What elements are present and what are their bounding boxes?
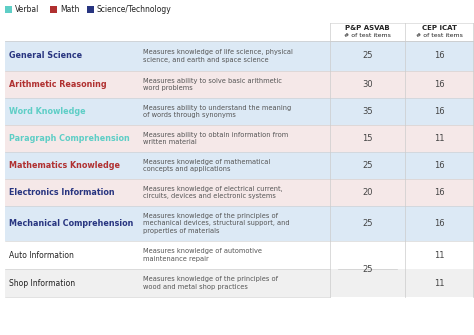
Text: # of test items: # of test items [416, 33, 463, 38]
Text: 35: 35 [362, 107, 373, 116]
Text: 30: 30 [362, 80, 373, 89]
Text: Word Knowledge: Word Knowledge [9, 107, 86, 116]
Text: Measures knowledge of mathematical
concepts and applications: Measures knowledge of mathematical conce… [143, 159, 270, 173]
Text: 15: 15 [362, 134, 373, 143]
FancyBboxPatch shape [50, 5, 57, 12]
Text: Measures ability to solve basic arithmetic
word problems: Measures ability to solve basic arithmet… [143, 78, 282, 91]
Text: Measures knowledge of electrical current,
circuits, devices and electronic syste: Measures knowledge of electrical current… [143, 186, 283, 199]
Text: 11: 11 [434, 251, 445, 260]
Text: 20: 20 [362, 188, 373, 197]
Text: 16: 16 [434, 80, 445, 89]
Text: 11: 11 [434, 134, 445, 143]
Text: 16: 16 [434, 52, 445, 61]
FancyBboxPatch shape [5, 125, 474, 152]
Text: Mechanical Comprehension: Mechanical Comprehension [9, 219, 133, 228]
Text: Measures knowledge of automotive
maintenance repair: Measures knowledge of automotive mainten… [143, 248, 262, 262]
Text: Math: Math [60, 4, 80, 13]
Text: 16: 16 [434, 188, 445, 197]
Text: # of test items: # of test items [344, 33, 391, 38]
FancyBboxPatch shape [5, 152, 474, 179]
Text: Electronics Information: Electronics Information [9, 188, 115, 197]
Text: Auto Information: Auto Information [9, 251, 74, 260]
Text: 25: 25 [362, 265, 373, 273]
Text: 25: 25 [362, 52, 373, 61]
FancyBboxPatch shape [5, 98, 474, 125]
Text: Shop Information: Shop Information [9, 278, 75, 287]
Text: Paragraph Comprehension: Paragraph Comprehension [9, 134, 130, 143]
FancyBboxPatch shape [5, 241, 474, 269]
Text: 16: 16 [434, 107, 445, 116]
Text: Mathematics Knowledge: Mathematics Knowledge [9, 161, 120, 170]
Text: P&P ASVAB: P&P ASVAB [345, 25, 390, 31]
FancyBboxPatch shape [5, 206, 474, 241]
Text: 11: 11 [434, 278, 445, 287]
Text: Measures ability to understand the meaning
of words through synonyms: Measures ability to understand the meani… [143, 105, 291, 118]
FancyBboxPatch shape [5, 269, 474, 297]
FancyBboxPatch shape [5, 41, 474, 71]
Text: 16: 16 [434, 161, 445, 170]
FancyBboxPatch shape [5, 179, 474, 206]
Text: Measures knowledge of life science, physical
science, and earth and space scienc: Measures knowledge of life science, phys… [143, 49, 293, 63]
FancyBboxPatch shape [87, 5, 94, 12]
Text: CEP iCAT: CEP iCAT [422, 25, 457, 31]
Text: Measures knowledge of the principles of
mechanical devices, structural support, : Measures knowledge of the principles of … [143, 213, 290, 234]
Text: 25: 25 [362, 161, 373, 170]
Text: Measures knowledge of the principles of
wood and metal shop practices: Measures knowledge of the principles of … [143, 276, 278, 290]
FancyBboxPatch shape [5, 5, 12, 12]
Text: General Science: General Science [9, 52, 82, 61]
Text: 16: 16 [434, 219, 445, 228]
Text: Verbal: Verbal [15, 4, 39, 13]
Text: Science/Technology: Science/Technology [97, 4, 172, 13]
Text: 25: 25 [362, 219, 373, 228]
FancyBboxPatch shape [5, 71, 474, 98]
Text: Measures ability to obtain information from
written material: Measures ability to obtain information f… [143, 132, 288, 145]
Text: Arithmetic Reasoning: Arithmetic Reasoning [9, 80, 107, 89]
